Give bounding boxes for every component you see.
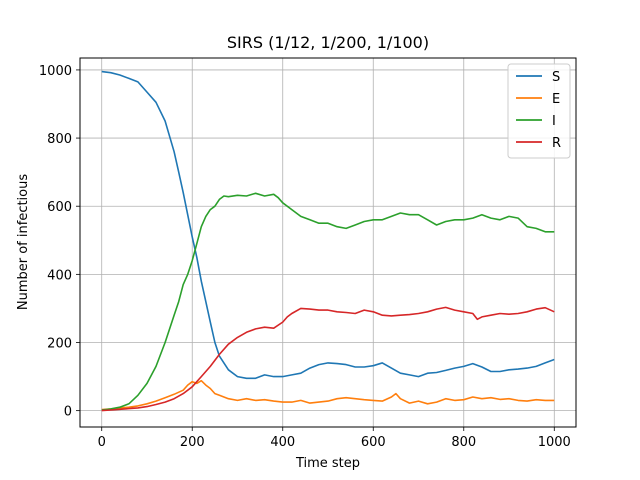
plot-frame <box>79 57 577 428</box>
series-line-s <box>101 70 555 380</box>
chart-title: SIRS (1/12, 1/200, 1/100) <box>227 33 429 52</box>
legend-label-s: S <box>552 70 560 85</box>
axis-ticks: 0 200 400 600 800 1000 0 200 400 600 800 1000 <box>39 64 571 450</box>
y-tick-label: 400 <box>47 268 72 283</box>
x-axis-label: Time step <box>295 456 360 471</box>
legend-label-i: I <box>552 114 556 129</box>
y-tick-label: 200 <box>47 337 72 352</box>
x-tick-label: 800 <box>451 435 476 450</box>
legend-label-e: E <box>552 92 560 107</box>
x-tick-label: 0 <box>98 435 106 450</box>
y-tick-label: 800 <box>47 132 72 147</box>
series-layer <box>101 70 555 412</box>
series-line-r <box>101 306 555 412</box>
x-tick-label: 400 <box>270 435 295 450</box>
series-line-e <box>101 379 555 411</box>
y-tick-label: 600 <box>47 200 72 215</box>
y-tick-label: 1000 <box>39 64 72 79</box>
legend-box <box>507 63 571 159</box>
legend-label-r: R <box>552 136 561 151</box>
series-line-i <box>101 192 555 411</box>
y-axis-label: Number of infectious <box>16 174 31 310</box>
x-tick-label: 200 <box>180 435 205 450</box>
x-tick-label: 600 <box>361 435 386 450</box>
y-tick-label: 0 <box>64 405 72 420</box>
x-tick-label: 1000 <box>538 435 571 450</box>
